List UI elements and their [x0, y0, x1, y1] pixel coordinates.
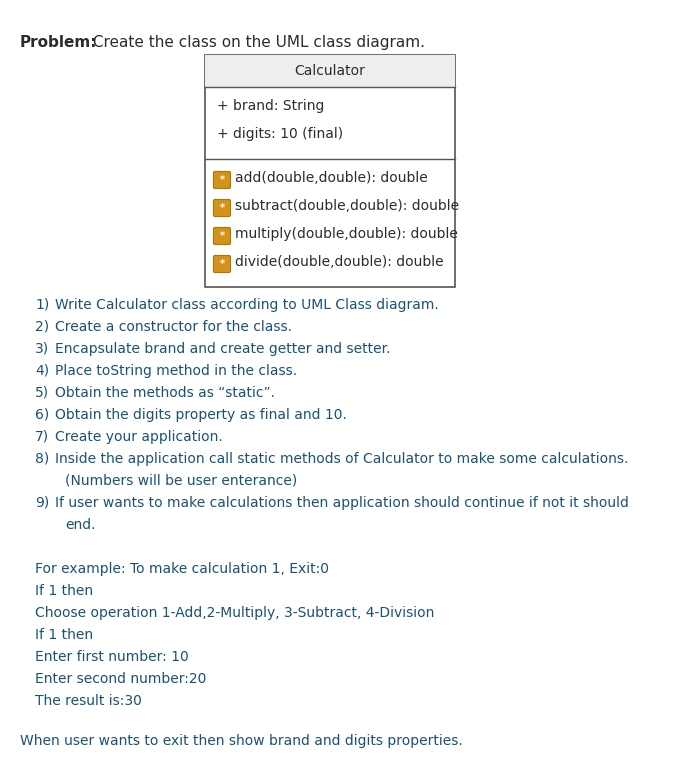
Text: end.: end.	[65, 518, 95, 532]
Text: Create a constructor for the class.: Create a constructor for the class.	[55, 320, 292, 334]
Text: *: *	[219, 175, 225, 185]
Text: 8): 8)	[35, 452, 49, 466]
Text: Encapsulate brand and create getter and setter.: Encapsulate brand and create getter and …	[55, 342, 390, 356]
Text: add(double,double): double: add(double,double): double	[235, 171, 427, 185]
Bar	[205, 55, 455, 287]
Text: If user wants to make calculations then application should continue if not it sh: If user wants to make calculations then …	[55, 496, 629, 510]
Text: 1): 1)	[35, 298, 49, 312]
Text: For example: To make calculation 1, Exit:0: For example: To make calculation 1, Exit…	[35, 562, 329, 576]
Text: Problem:: Problem:	[20, 35, 97, 50]
Text: Enter first number: 10: Enter first number: 10	[35, 650, 189, 664]
Text: + digits: 10 (final): + digits: 10 (final)	[217, 127, 343, 141]
Text: 7): 7)	[35, 430, 49, 444]
Text: (Numbers will be user enterance): (Numbers will be user enterance)	[65, 474, 297, 488]
Text: *: *	[219, 259, 225, 269]
Text: If 1 then: If 1 then	[35, 628, 93, 642]
Text: 9): 9)	[35, 496, 49, 510]
Text: Create your application.: Create your application.	[55, 430, 223, 444]
Text: Enter second number:20: Enter second number:20	[35, 672, 206, 686]
FancyBboxPatch shape	[214, 171, 230, 189]
Text: 3): 3)	[35, 342, 49, 356]
Text: 5): 5)	[35, 386, 49, 400]
Text: Create the class on the UML class diagram.: Create the class on the UML class diagra…	[88, 35, 425, 50]
Text: 4): 4)	[35, 364, 49, 378]
Text: divide(double,double): double: divide(double,double): double	[235, 255, 444, 269]
Text: Choose operation 1-Add,2-Multiply, 3-Subtract, 4-Division: Choose operation 1-Add,2-Multiply, 3-Sub…	[35, 606, 434, 620]
Text: Place toString method in the class.: Place toString method in the class.	[55, 364, 297, 378]
Text: *: *	[219, 203, 225, 213]
Text: Write Calculator class according to UML Class diagram.: Write Calculator class according to UML …	[55, 298, 439, 312]
Text: Obtain the digits property as final and 10.: Obtain the digits property as final and …	[55, 408, 347, 422]
Text: The result is:30: The result is:30	[35, 694, 142, 708]
Text: Inside the application call static methods of Calculator to make some calculatio: Inside the application call static metho…	[55, 452, 628, 466]
FancyBboxPatch shape	[214, 256, 230, 272]
Text: If 1 then: If 1 then	[35, 584, 93, 598]
FancyBboxPatch shape	[214, 199, 230, 216]
Text: multiply(double,double): double: multiply(double,double): double	[235, 227, 458, 241]
Bar	[205, 55, 455, 87]
Text: 2): 2)	[35, 320, 49, 334]
Text: Calculator: Calculator	[295, 64, 365, 78]
Text: + brand: String: + brand: String	[217, 99, 325, 113]
Text: Obtain the methods as “static”.: Obtain the methods as “static”.	[55, 386, 275, 400]
Text: *: *	[219, 231, 225, 241]
Text: 6): 6)	[35, 408, 49, 422]
FancyBboxPatch shape	[214, 228, 230, 244]
Text: subtract(double,double): double: subtract(double,double): double	[235, 199, 459, 213]
Text: When user wants to exit then show brand and digits properties.: When user wants to exit then show brand …	[20, 734, 463, 748]
